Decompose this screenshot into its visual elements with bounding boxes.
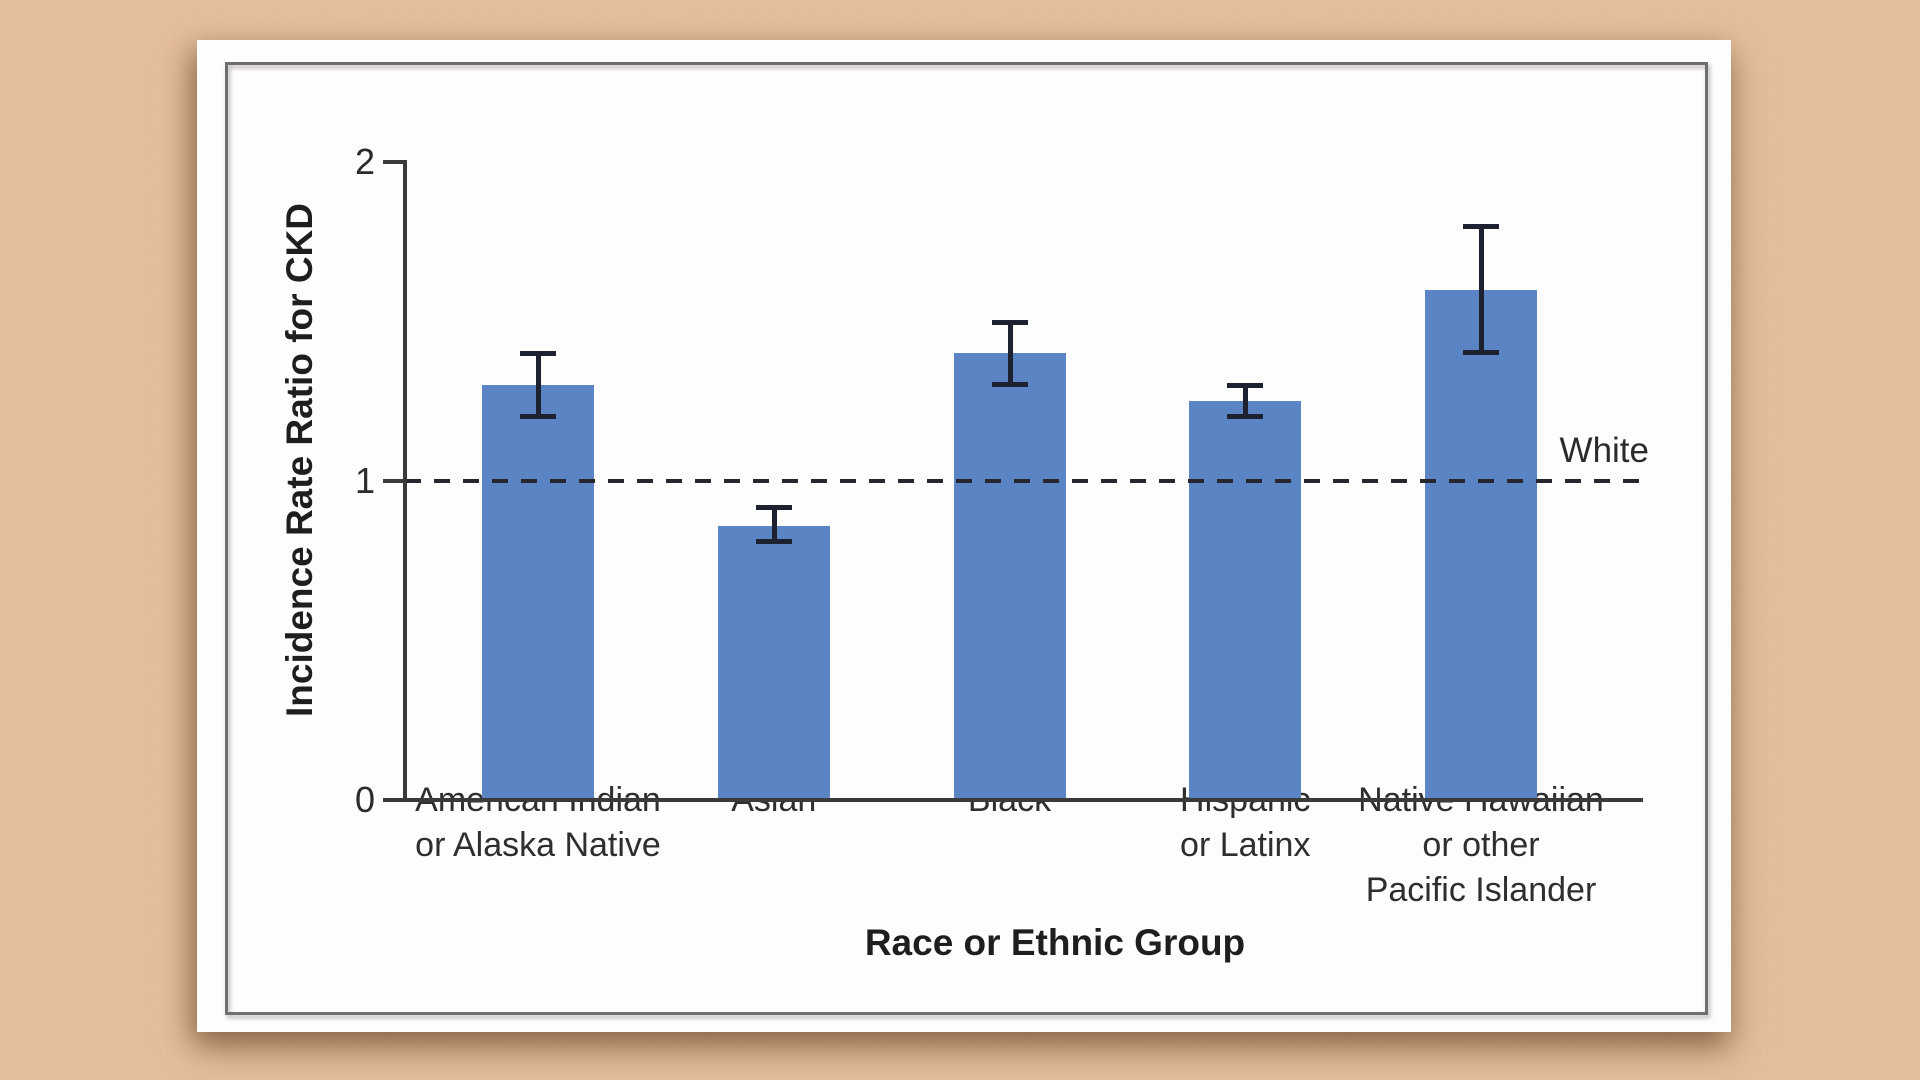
error-bar-cap-bottom (520, 414, 556, 420)
bar-1 (482, 385, 594, 802)
error-bar-cap-top (520, 351, 556, 357)
error-bar-cap-top (755, 504, 792, 510)
reference-line-label: White (1559, 431, 1649, 470)
x-axis-title: Race or Ethnic Group (864, 922, 1246, 963)
error-bar-cap-bottom (1463, 350, 1499, 356)
error-bar-cap-bottom (991, 382, 1028, 388)
error-bar-line (536, 353, 541, 418)
error-bar-cap-top (1227, 383, 1264, 389)
error-bar-line (1479, 225, 1484, 354)
bar-4 (1189, 401, 1302, 802)
y-tick-mark (383, 160, 403, 164)
figure-panel: Incidence Rate Ratio for CKD White 012 A… (197, 40, 1731, 1032)
y-axis-line (403, 160, 407, 802)
figure-frame (225, 62, 1708, 1015)
reference-line-white (405, 479, 1643, 483)
y-tick-mark (383, 798, 403, 802)
y-tick-label: 1 (354, 460, 375, 501)
category-label-line: Pacific Islander (1365, 871, 1597, 909)
error-bar-line (1007, 321, 1013, 386)
y-tick-label: 0 (354, 779, 375, 820)
error-bar-line (1243, 385, 1249, 418)
bar-2 (717, 525, 830, 802)
error-bar-cap-top (1463, 223, 1499, 229)
x-axis-line (403, 798, 1643, 802)
error-bar-cap-bottom (755, 538, 792, 544)
plot-area: White 0 1 2 (355, 141, 1649, 820)
bar-3 (953, 353, 1066, 802)
error-bar-cap-top (991, 319, 1028, 325)
category-label-line: or Latinx (1180, 826, 1311, 864)
y-tick-mark (383, 479, 403, 483)
category-label-line: or other (1422, 826, 1540, 864)
category-label-line: or Alaska Native (415, 826, 661, 864)
y-tick-label: 2 (354, 141, 375, 182)
y-axis-title: Incidence Rate Ratio for CKD (279, 203, 320, 717)
bar-5 (1425, 289, 1537, 802)
error-bar-cap-bottom (1227, 414, 1264, 420)
error-bar-line (771, 506, 777, 542)
